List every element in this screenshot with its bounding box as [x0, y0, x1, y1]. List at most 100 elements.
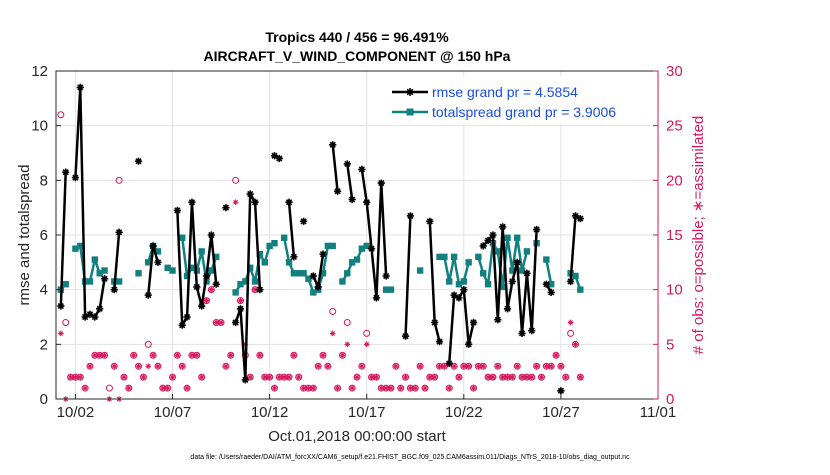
rmse-point: [246, 190, 254, 198]
obs-possible-point: [120, 373, 128, 381]
rmse-line: [287, 202, 296, 257]
rmse-point: [377, 179, 385, 187]
obs-possible-point: [270, 384, 278, 392]
obs-assimilated-point: [135, 363, 142, 369]
y2-axis-label: # of obs: o=possible; ∗=assimilated: [690, 116, 707, 355]
obs-assimilated-point: [155, 363, 161, 369]
obs-possible-point: [62, 318, 70, 326]
obs-assimilated-point: [461, 363, 467, 369]
obs-assimilated-point: [87, 363, 93, 369]
rmse-point: [542, 280, 550, 288]
rmse-point: [465, 340, 473, 348]
totalspread-point: [382, 286, 390, 293]
totalspread-point: [183, 272, 191, 280]
obs-assimilated-point: [558, 363, 564, 369]
legend-box: [385, 76, 651, 124]
obs-assimilated-point: [325, 363, 331, 369]
rmse-point: [372, 294, 381, 302]
totalspread-point: [72, 245, 79, 252]
obs-possible-point: [571, 340, 579, 348]
obs-possible-point: [256, 351, 264, 359]
totalspread-point: [348, 259, 356, 266]
obs-possible-point: [562, 373, 570, 381]
axes: 10/02 10/07 10/12 10/17 10/22 10/27 11/0102468…: [31, 63, 682, 421]
rmse-point: [557, 387, 565, 395]
totalspread-point: [329, 242, 336, 250]
rmse-line: [59, 172, 67, 307]
rmse-point: [406, 212, 414, 220]
obs-assimilated-point: [329, 330, 336, 337]
rmse-point: [86, 310, 94, 318]
obs-assimilated-point: [295, 374, 302, 380]
obs-assimilated-point: [543, 363, 550, 369]
rmse-point: [571, 212, 580, 220]
totalspread-point: [310, 289, 317, 296]
obs-possible-point: [139, 373, 147, 381]
obs-assimilated-point: [422, 385, 428, 391]
rmse-point: [382, 272, 390, 280]
totalspread-point: [358, 245, 366, 252]
totalspread-point: [509, 267, 516, 274]
obs-possible-point: [329, 308, 337, 316]
totalspread-point: [480, 270, 487, 277]
obs-possible-point: [416, 362, 424, 370]
totalspread-point: [246, 264, 254, 271]
rmse-point: [528, 327, 536, 335]
obs-possible-point: [295, 373, 303, 381]
rmse-line: [234, 192, 262, 382]
totalspread-point: [295, 270, 302, 277]
totalspread-point: [324, 242, 332, 250]
totalspread-point: [77, 242, 84, 250]
obs-possible-point: [86, 362, 94, 370]
rmse-line: [447, 288, 475, 364]
totalspread-point: [504, 234, 511, 241]
obs-assimilated-point: [213, 319, 220, 326]
rmse-point: [499, 223, 507, 231]
rmse-line: [113, 232, 121, 290]
obs-assimilated-point: [184, 385, 190, 391]
obs-assimilated-point: [567, 319, 574, 326]
obs-assimilated-point: [427, 374, 433, 380]
obs-assimilated-point: [412, 385, 419, 391]
obs-assimilated-point: [485, 374, 491, 380]
rmse-point: [251, 198, 259, 206]
obs-possible-point: [110, 362, 118, 370]
rmse-line: [360, 169, 388, 300]
rmse-point: [329, 141, 337, 149]
obs-assimilated-point: [441, 363, 448, 369]
rmse-point: [62, 168, 70, 176]
obs-assimilated-point: [368, 374, 375, 380]
totalspread-point: [543, 256, 550, 263]
obs-assimilated-point: [436, 363, 443, 369]
rmse-point: [358, 165, 366, 173]
obs-assimilated-point: [524, 374, 530, 380]
obs-possible-point: [324, 362, 332, 370]
obs-assimilated-point: [504, 374, 511, 380]
obs-assimilated-point: [349, 385, 355, 391]
totalspread-point: [237, 281, 244, 288]
obs-possible-point: [494, 362, 502, 370]
x-tick-label: 10/12: [251, 404, 289, 421]
rmse-line: [331, 144, 339, 192]
legend: rmse grand pr = 4.5854 totalspread grand…: [385, 76, 651, 124]
totalspread-point: [446, 278, 453, 285]
obs-possible-point: [81, 384, 89, 392]
rmse-point: [513, 258, 521, 266]
rmse-point: [314, 283, 322, 291]
y-tick-label: 4: [40, 282, 48, 299]
obs-assimilated-point: [383, 385, 389, 391]
legend-rmse-star: [406, 88, 414, 96]
totalspread-point: [465, 259, 472, 266]
totalspread-point: [455, 281, 463, 288]
rmse-point: [469, 318, 478, 327]
totalspread-point: [518, 267, 526, 274]
rmse-point: [241, 376, 249, 384]
obs-assimilated-point: [315, 363, 321, 369]
obs-possible-point: [115, 176, 123, 184]
obs-possible-point: [343, 318, 351, 326]
obs-possible-point: [552, 351, 560, 359]
obs-assimilated-point: [344, 341, 351, 348]
obs-assimilated-point: [339, 352, 346, 359]
rmse-point: [290, 253, 298, 261]
obs-possible-point: [358, 362, 366, 370]
